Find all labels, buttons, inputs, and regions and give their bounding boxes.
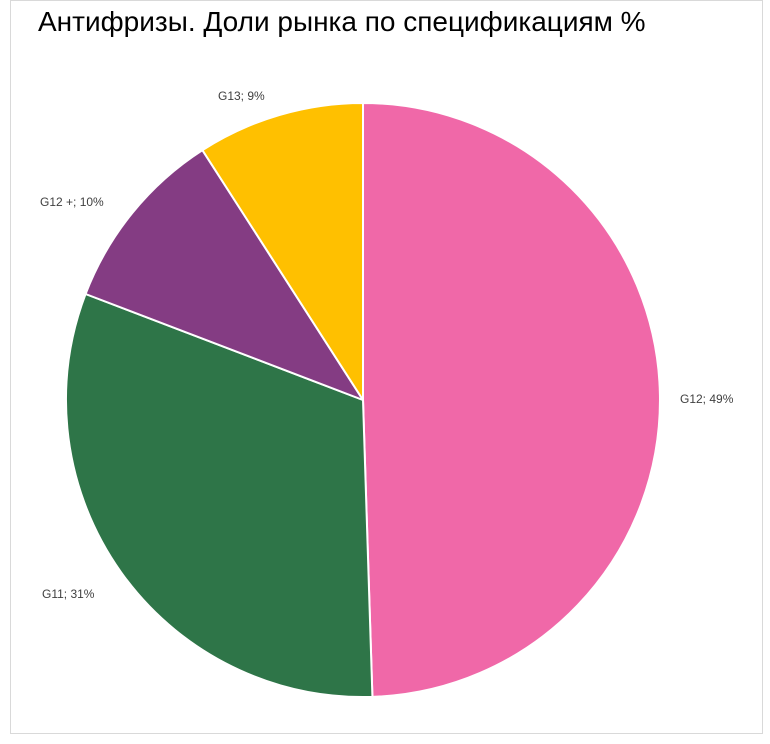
chart-title: Антифризы. Доли рынка по спецификациям % <box>38 6 646 37</box>
pie-slice-g13 <box>201 102 364 401</box>
pie-slice-g12 <box>362 102 661 698</box>
pie-slice-g12 <box>84 149 364 401</box>
pie-slices <box>65 102 661 698</box>
pie-labels: G12; 49% G11; 31% G12 +; 10% G13; 9% <box>40 89 734 601</box>
data-label-g13: G13; 9% <box>218 89 265 103</box>
pie-slice-g11 <box>65 293 374 698</box>
data-label-g12: G12; 49% <box>680 392 734 406</box>
data-label-g12: G12 +; 10% <box>40 195 104 209</box>
data-label-g11: G11; 31% <box>42 587 95 601</box>
